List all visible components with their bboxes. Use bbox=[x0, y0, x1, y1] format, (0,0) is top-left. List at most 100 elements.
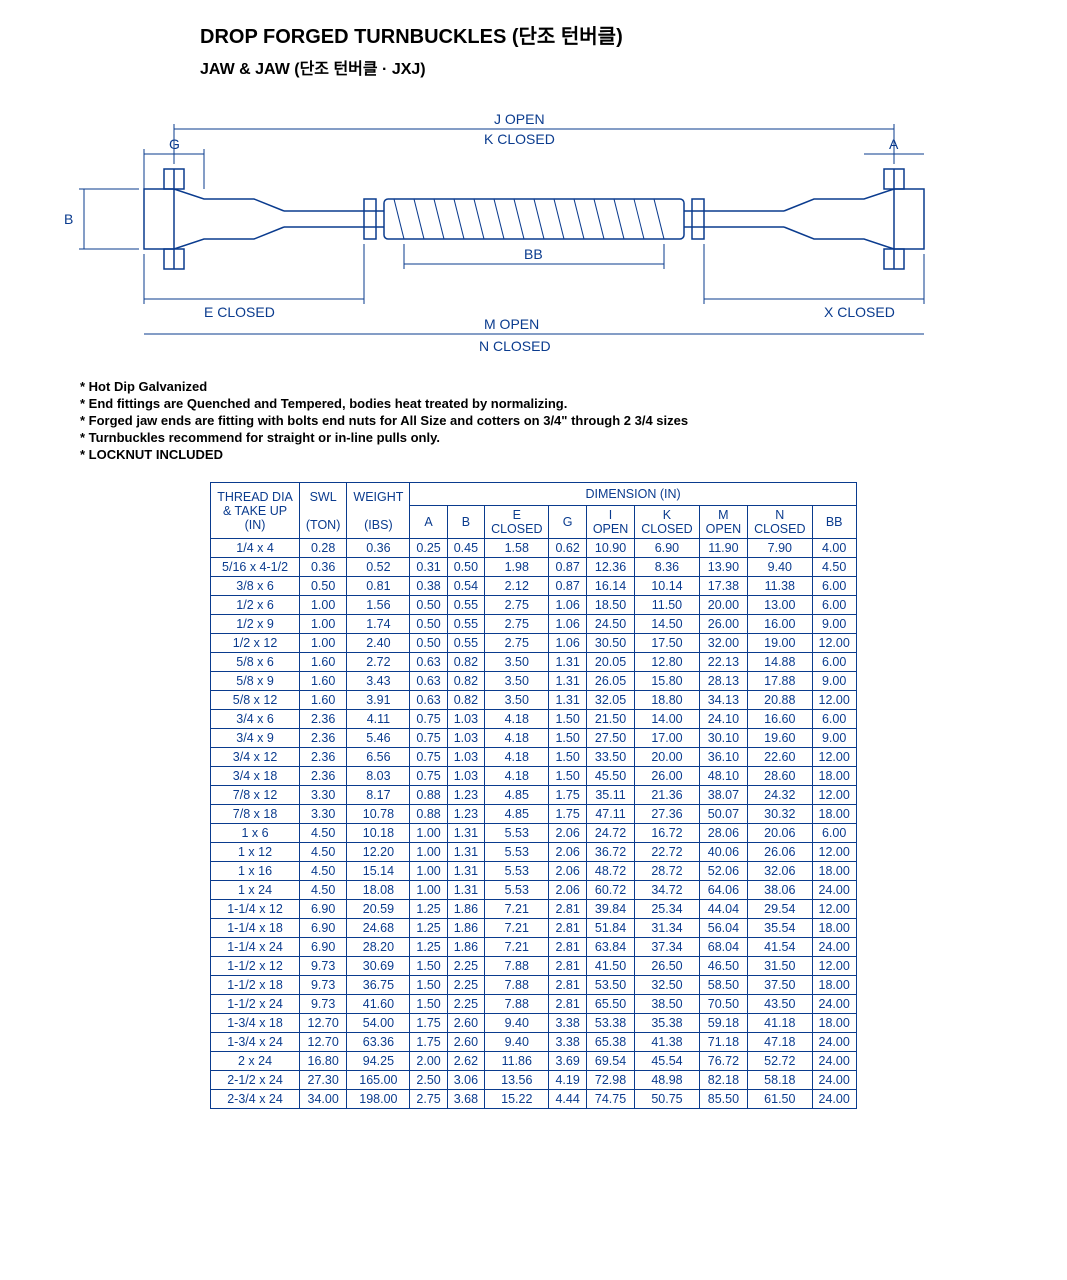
table-row: 5/8 x 121.603.910.630.823.501.3132.0518.… bbox=[211, 691, 857, 710]
note-line: * End fittings are Quenched and Tempered… bbox=[80, 396, 1027, 411]
table-cell: 1.56 bbox=[347, 596, 410, 615]
table-cell: 0.87 bbox=[549, 558, 586, 577]
table-cell: 18.80 bbox=[635, 691, 699, 710]
table-cell: 198.00 bbox=[347, 1090, 410, 1109]
table-cell: 39.84 bbox=[586, 900, 634, 919]
table-cell: 12.00 bbox=[812, 900, 856, 919]
label-m-open: M OPEN bbox=[484, 316, 539, 332]
table-cell: 32.00 bbox=[699, 634, 747, 653]
table-cell: 1.86 bbox=[447, 919, 484, 938]
table-cell: 9.73 bbox=[299, 976, 347, 995]
table-cell: 48.98 bbox=[635, 1071, 699, 1090]
table-cell: 1.75 bbox=[549, 805, 586, 824]
table-cell: 2.72 bbox=[347, 653, 410, 672]
table-cell: 31.34 bbox=[635, 919, 699, 938]
table-row: 1/2 x 91.001.740.500.552.751.0624.5014.5… bbox=[211, 615, 857, 634]
table-cell: 3/4 x 6 bbox=[211, 710, 300, 729]
table-cell: 18.00 bbox=[812, 862, 856, 881]
label-g: G bbox=[169, 136, 180, 152]
table-cell: 54.00 bbox=[347, 1014, 410, 1033]
table-cell: 36.72 bbox=[586, 843, 634, 862]
col-n: NCLOSED bbox=[748, 506, 812, 539]
table-cell: 52.72 bbox=[748, 1052, 812, 1071]
table-cell: 2 x 24 bbox=[211, 1052, 300, 1071]
table-cell: 26.05 bbox=[586, 672, 634, 691]
table-row: 1 x 164.5015.141.001.315.532.0648.7228.7… bbox=[211, 862, 857, 881]
table-cell: 3/4 x 12 bbox=[211, 748, 300, 767]
table-row: 7/8 x 123.308.170.881.234.851.7535.1121.… bbox=[211, 786, 857, 805]
table-cell: 28.20 bbox=[347, 938, 410, 957]
table-cell: 2.81 bbox=[549, 900, 586, 919]
table-cell: 38.06 bbox=[748, 881, 812, 900]
table-cell: 50.07 bbox=[699, 805, 747, 824]
table-cell: 16.00 bbox=[748, 615, 812, 634]
table-row: 1-1/4 x 186.9024.681.251.867.212.8151.84… bbox=[211, 919, 857, 938]
table-cell: 1.50 bbox=[549, 767, 586, 786]
table-cell: 32.05 bbox=[586, 691, 634, 710]
table-cell: 43.50 bbox=[748, 995, 812, 1014]
table-cell: 12.00 bbox=[812, 691, 856, 710]
table-cell: 18.00 bbox=[812, 976, 856, 995]
table-cell: 18.00 bbox=[812, 1014, 856, 1033]
table-cell: 30.69 bbox=[347, 957, 410, 976]
table-cell: 1.03 bbox=[447, 748, 484, 767]
table-cell: 44.04 bbox=[699, 900, 747, 919]
table-cell: 1.00 bbox=[299, 634, 347, 653]
table-cell: 3.38 bbox=[549, 1033, 586, 1052]
table-cell: 51.84 bbox=[586, 919, 634, 938]
table-cell: 17.50 bbox=[635, 634, 699, 653]
table-cell: 0.50 bbox=[447, 558, 484, 577]
table-cell: 74.75 bbox=[586, 1090, 634, 1109]
table-row: 2-3/4 x 2434.00198.002.753.6815.224.4474… bbox=[211, 1090, 857, 1109]
table-cell: 20.00 bbox=[699, 596, 747, 615]
table-cell: 12.00 bbox=[812, 843, 856, 862]
table-cell: 1.25 bbox=[410, 919, 447, 938]
table-cell: 27.30 bbox=[299, 1071, 347, 1090]
table-cell: 52.06 bbox=[699, 862, 747, 881]
table-row: 1-1/4 x 126.9020.591.251.867.212.8139.84… bbox=[211, 900, 857, 919]
table-cell: 0.75 bbox=[410, 729, 447, 748]
table-cell: 1.98 bbox=[485, 558, 549, 577]
table-row: 1-1/2 x 249.7341.601.502.257.882.8165.50… bbox=[211, 995, 857, 1014]
table-cell: 2-3/4 x 24 bbox=[211, 1090, 300, 1109]
table-cell: 22.13 bbox=[699, 653, 747, 672]
col-group-dimension: DIMENSION (IN) bbox=[410, 483, 856, 506]
table-cell: 1.50 bbox=[410, 957, 447, 976]
table-cell: 1.31 bbox=[447, 881, 484, 900]
table-row: 1 x 124.5012.201.001.315.532.0636.7222.7… bbox=[211, 843, 857, 862]
table-cell: 18.50 bbox=[586, 596, 634, 615]
table-cell: 0.63 bbox=[410, 672, 447, 691]
table-cell: 4.44 bbox=[549, 1090, 586, 1109]
table-cell: 35.11 bbox=[586, 786, 634, 805]
label-b: B bbox=[64, 211, 73, 227]
table-cell: 2.75 bbox=[410, 1090, 447, 1109]
table-cell: 24.00 bbox=[812, 995, 856, 1014]
table-cell: 45.50 bbox=[586, 767, 634, 786]
table-cell: 12.36 bbox=[586, 558, 634, 577]
table-cell: 6.90 bbox=[299, 938, 347, 957]
table-cell: 76.72 bbox=[699, 1052, 747, 1071]
table-cell: 1.31 bbox=[549, 691, 586, 710]
table-cell: 3.50 bbox=[485, 691, 549, 710]
table-cell: 165.00 bbox=[347, 1071, 410, 1090]
table-cell: 9.73 bbox=[299, 995, 347, 1014]
table-cell: 50.75 bbox=[635, 1090, 699, 1109]
table-cell: 1-1/4 x 12 bbox=[211, 900, 300, 919]
table-cell: 36.10 bbox=[699, 748, 747, 767]
table-cell: 1-1/2 x 24 bbox=[211, 995, 300, 1014]
table-row: 1-3/4 x 2412.7063.361.752.609.403.3865.3… bbox=[211, 1033, 857, 1052]
table-cell: 5/8 x 12 bbox=[211, 691, 300, 710]
table-cell: 1.06 bbox=[549, 596, 586, 615]
table-row: 1/2 x 121.002.400.500.552.751.0630.5017.… bbox=[211, 634, 857, 653]
table-cell: 19.60 bbox=[748, 729, 812, 748]
table-cell: 1.31 bbox=[549, 672, 586, 691]
label-n-closed: N CLOSED bbox=[479, 338, 551, 354]
table-cell: 36.75 bbox=[347, 976, 410, 995]
table-cell: 0.62 bbox=[549, 539, 586, 558]
table-cell: 0.50 bbox=[410, 634, 447, 653]
table-cell: 2.36 bbox=[299, 710, 347, 729]
table-cell: 6.00 bbox=[812, 710, 856, 729]
table-cell: 0.88 bbox=[410, 805, 447, 824]
table-cell: 2.25 bbox=[447, 957, 484, 976]
table-cell: 0.63 bbox=[410, 691, 447, 710]
